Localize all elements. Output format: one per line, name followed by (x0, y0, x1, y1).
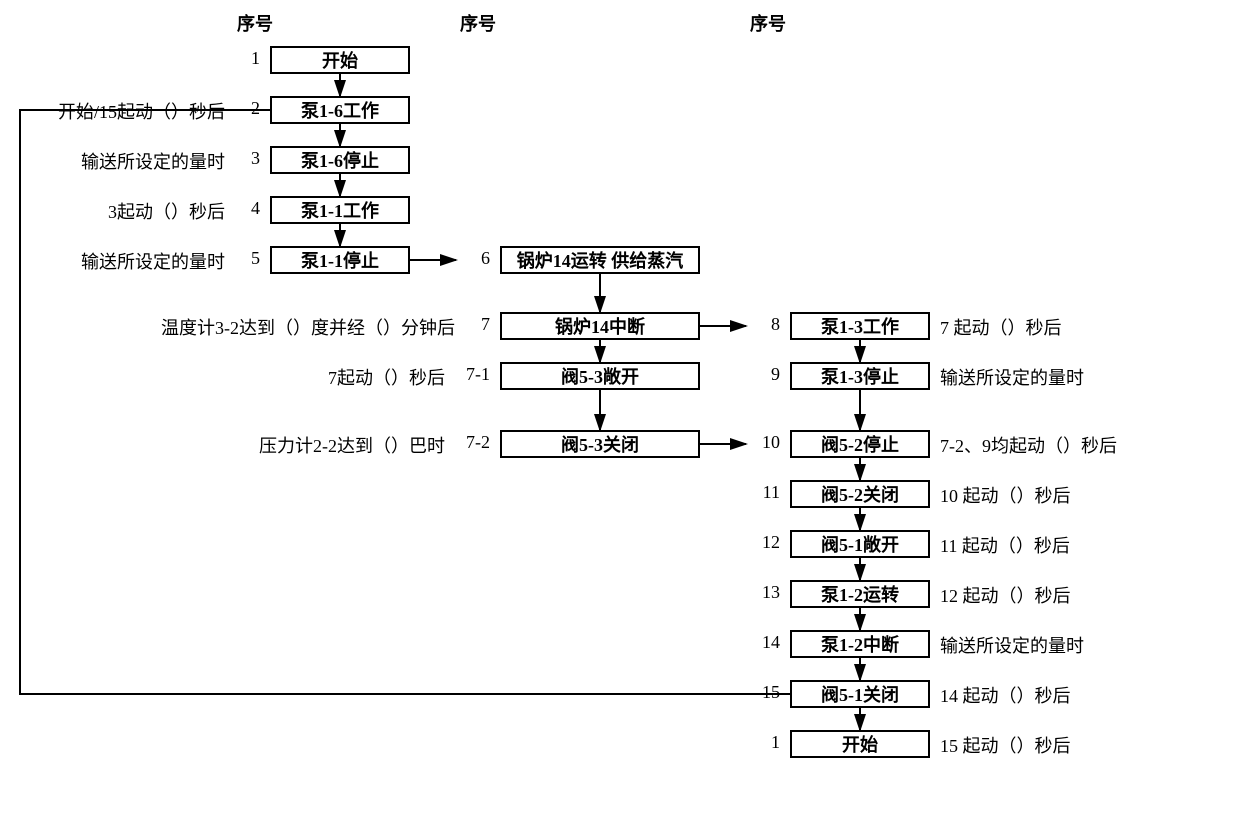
note-right-13: 12 起动（）秒后 (940, 582, 1071, 608)
note-left-3: 输送所设定的量时 (0, 148, 225, 174)
seq-7: 7 (460, 314, 490, 335)
flowchart-canvas: 序号 序号 序号 1 开始 开始/15起动（）秒后 2 泵1-6工作 输送所设定… (0, 0, 1240, 813)
note-right-9: 输送所设定的量时 (940, 364, 1084, 390)
seq-5: 5 (230, 248, 260, 269)
node-3: 泵1-6停止 (270, 146, 410, 174)
node-10: 阀5-2停止 (790, 430, 930, 458)
note-right-8: 7 起动（）秒后 (940, 314, 1062, 340)
note-left-72: 压力计2-2达到（）巴时 (180, 432, 445, 458)
seq-4: 4 (230, 198, 260, 219)
note-right-11: 10 起动（）秒后 (940, 482, 1071, 508)
note-right-12: 11 起动（）秒后 (940, 532, 1070, 558)
header-col2: 序号 (460, 10, 496, 36)
node-14: 泵1-2中断 (790, 630, 930, 658)
seq-1b: 1 (750, 732, 780, 753)
seq-8: 8 (750, 314, 780, 335)
header-col3: 序号 (750, 10, 786, 36)
node-start: 开始 (270, 46, 410, 74)
note-left-71: 7起动（）秒后 (200, 364, 445, 390)
seq-6: 6 (460, 248, 490, 269)
seq-2: 2 (230, 98, 260, 119)
seq-3: 3 (230, 148, 260, 169)
seq-13: 13 (750, 582, 780, 603)
node-6: 锅炉14运转 供给蒸汽 (500, 246, 700, 274)
seq-15: 15 (750, 682, 780, 703)
seq-71: 7-1 (448, 364, 490, 385)
seq-10: 10 (750, 432, 780, 453)
note-left-4: 3起动（）秒后 (0, 198, 225, 224)
note-right-1b: 15 起动（）秒后 (940, 732, 1071, 758)
node-start-loop: 开始 (790, 730, 930, 758)
node-9: 泵1-3停止 (790, 362, 930, 390)
node-5: 泵1-1停止 (270, 246, 410, 274)
note-right-14: 输送所设定的量时 (940, 632, 1084, 658)
seq-1: 1 (230, 48, 260, 69)
note-left-2: 开始/15起动（）秒后 (0, 98, 225, 124)
note-right-15: 14 起动（）秒后 (940, 682, 1071, 708)
node-72: 阀5-3关闭 (500, 430, 700, 458)
seq-9: 9 (750, 364, 780, 385)
seq-14: 14 (750, 632, 780, 653)
node-8: 泵1-3工作 (790, 312, 930, 340)
node-15: 阀5-1关闭 (790, 680, 930, 708)
node-13: 泵1-2运转 (790, 580, 930, 608)
seq-12: 12 (750, 532, 780, 553)
header-col1: 序号 (237, 10, 273, 36)
node-2: 泵1-6工作 (270, 96, 410, 124)
node-71: 阀5-3敞开 (500, 362, 700, 390)
seq-11: 11 (750, 482, 780, 503)
node-12: 阀5-1敞开 (790, 530, 930, 558)
node-7: 锅炉14中断 (500, 312, 700, 340)
note-left-7: 温度计3-2达到（）度并经（）分钟后 (120, 314, 455, 340)
note-left-5: 输送所设定的量时 (0, 248, 225, 274)
node-11: 阀5-2关闭 (790, 480, 930, 508)
seq-72: 7-2 (448, 432, 490, 453)
node-4: 泵1-1工作 (270, 196, 410, 224)
note-right-10: 7-2、9均起动（）秒后 (940, 432, 1117, 458)
